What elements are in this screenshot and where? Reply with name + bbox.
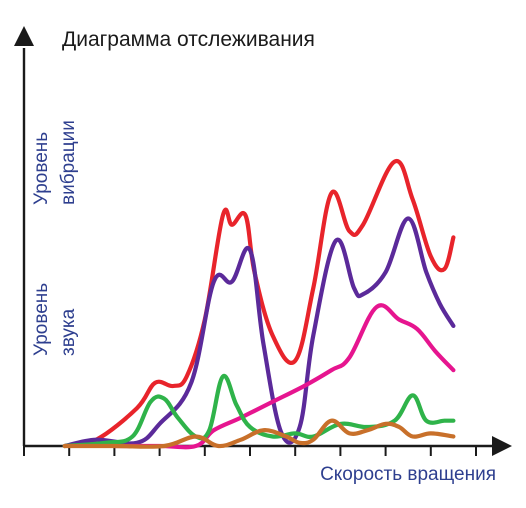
y-axis-label-vibration-line-1: Уровень — [31, 132, 52, 205]
series-line-5 — [62, 418, 456, 449]
x-axis-arrow-icon — [492, 436, 512, 456]
y-axis-label-sound-line-1: Уровень — [31, 283, 52, 356]
x-axis-label: Скорость вращения — [320, 464, 496, 485]
chart-title: Диаграмма отслеживания — [62, 28, 315, 51]
y-axis-arrow-icon — [14, 26, 34, 46]
y-axis-label-sound: Уровень звука — [31, 283, 79, 356]
series-line-4 — [62, 373, 456, 449]
series-line-1 — [62, 159, 456, 449]
series-line-3 — [112, 303, 456, 450]
y-axis-label-vibration-line-2: вибрации — [58, 120, 79, 205]
y-axis-label-vibration: Уровень вибрации — [31, 120, 79, 205]
series-line-2 — [62, 216, 456, 449]
series-lines — [62, 159, 456, 450]
y-axis-label-sound-line-2: звука — [58, 308, 79, 356]
